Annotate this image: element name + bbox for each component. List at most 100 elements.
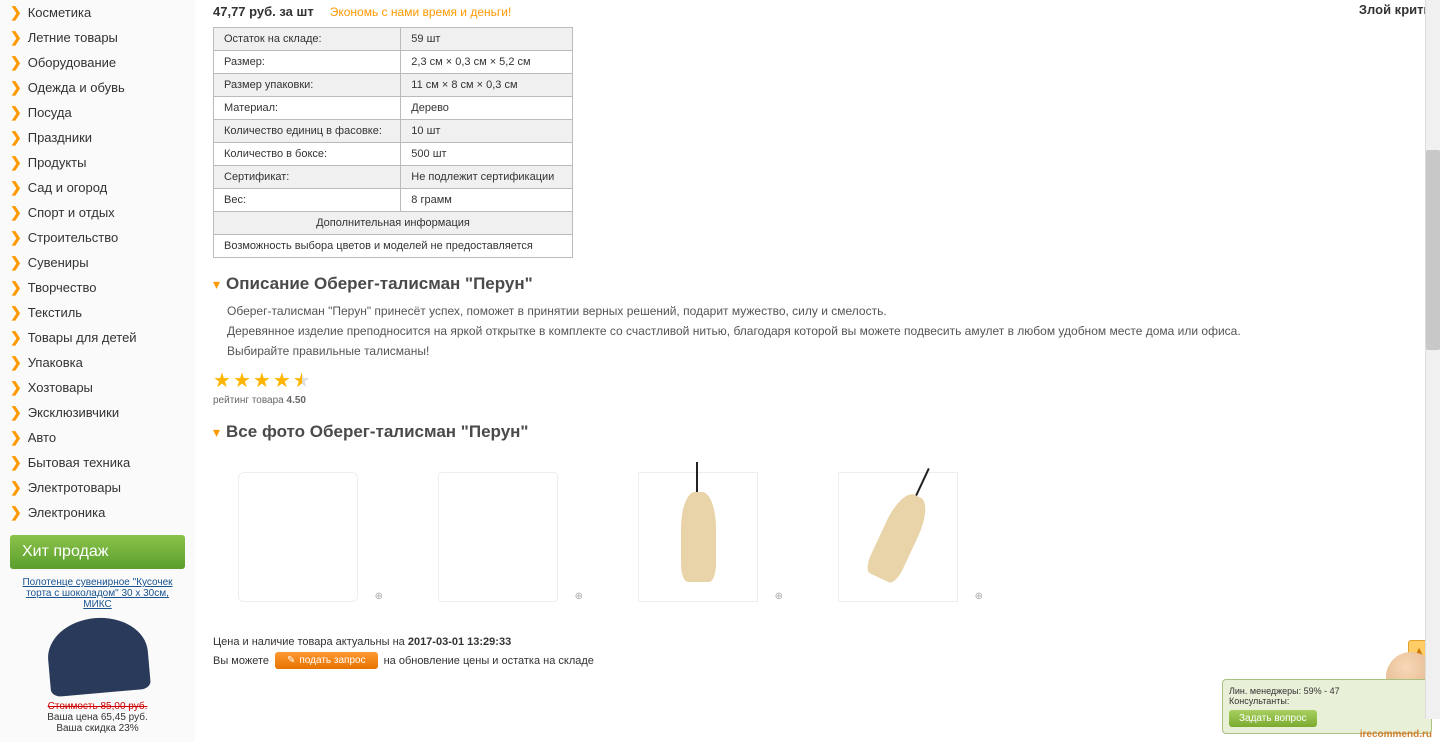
- product-photo[interactable]: ⊕: [833, 462, 963, 612]
- arrow-icon: ❯: [10, 404, 22, 421]
- rating-stars[interactable]: ★ ★ ★ ★ ★: [213, 368, 1422, 393]
- submit-request-button[interactable]: ✎ подать запрос: [275, 652, 378, 669]
- description: Оберег-талисман "Перун" принесёт успех, …: [213, 304, 1422, 358]
- photos-header: Все фото Оберег-талисман "Перун": [226, 422, 528, 442]
- sidebar-item[interactable]: ❯Строительство: [10, 225, 185, 250]
- sidebar-item[interactable]: ❯Продукты: [10, 150, 185, 175]
- sidebar-item[interactable]: ❯Бытовая техника: [10, 450, 185, 475]
- sidebar-item-label: Сад и огород: [28, 180, 108, 195]
- star-icon: ★: [273, 368, 291, 393]
- sidebar-item-label: Творчество: [28, 280, 97, 295]
- sidebar-item[interactable]: ❯Электроника: [10, 500, 185, 525]
- sidebar-item[interactable]: ❯Хозтовары: [10, 375, 185, 400]
- sidebar-item[interactable]: ❯Праздники: [10, 125, 185, 150]
- rating-text: рейтинг товара 4.50: [213, 395, 1422, 406]
- request-row: Вы можете ✎ подать запрос на обновление …: [213, 652, 1422, 669]
- sidebar-item-label: Продукты: [28, 155, 87, 170]
- zoom-icon[interactable]: ⊕: [375, 591, 383, 602]
- sidebar-item-label: Хозтовары: [28, 380, 93, 395]
- sidebar-item-label: Электроника: [28, 505, 106, 520]
- arrow-icon: ❯: [10, 179, 22, 196]
- hit-discount: Ваша скидка 23%: [14, 723, 181, 734]
- sidebar-item[interactable]: ❯ Творчество: [10, 275, 185, 300]
- hit-product[interactable]: Полотенце сувенирное "Кусочек торта с шо…: [10, 569, 185, 742]
- main-content: 47,77 руб. за шт Экономь с нами время и …: [195, 0, 1440, 742]
- star-icon: ★: [253, 368, 271, 393]
- arrow-icon: ❯: [10, 4, 22, 21]
- sidebar-item-label: Праздники: [28, 130, 92, 145]
- photo-gallery: ⊕ ⊕ ⊕ ⊕: [213, 452, 1422, 622]
- spec-value: 11 см × 8 см × 0,3 см: [401, 74, 573, 97]
- arrow-icon: ❯: [10, 79, 22, 96]
- desc-paragraph: Оберег-талисман "Перун" принесёт успех, …: [227, 304, 1422, 318]
- spec-key: Количество единиц в фасовке:: [214, 120, 401, 143]
- product-photo[interactable]: ⊕: [433, 462, 563, 612]
- arrow-icon: ❯: [10, 429, 22, 446]
- watermark: irecommend.ru: [1360, 729, 1432, 740]
- spec-row: Остаток на складе:59 шт: [214, 28, 573, 51]
- sidebar-item-label: Сувениры: [28, 255, 89, 270]
- hit-old-price: Стоимость 85,00 руб.: [14, 701, 181, 712]
- sidebar-item[interactable]: ❯Авто: [10, 425, 185, 450]
- rating-block: ★ ★ ★ ★ ★ рейтинг товара 4.50: [213, 368, 1422, 406]
- sidebar-item[interactable]: ❯Косметика: [10, 0, 185, 25]
- hit-product-link[interactable]: Полотенце сувенирное "Кусочек торта с шо…: [22, 577, 172, 610]
- product-photo[interactable]: ⊕: [233, 462, 363, 612]
- slogan: Экономь с нами время и деньги!: [330, 5, 512, 19]
- star-half-icon: ★: [293, 368, 311, 393]
- sidebar-item[interactable]: ❯Товары для детей: [10, 325, 185, 350]
- zoom-icon[interactable]: ⊕: [775, 591, 783, 602]
- sidebar-item[interactable]: ❯Упаковка: [10, 350, 185, 375]
- spec-value: 59 шт: [401, 28, 573, 51]
- zoom-icon[interactable]: ⊕: [975, 591, 983, 602]
- sidebar-item[interactable]: ❯Эксклюзивчики: [10, 400, 185, 425]
- sidebar-item-label: Посуда: [28, 105, 72, 120]
- sidebar-item[interactable]: ❯ Сувениры: [10, 250, 185, 275]
- sidebar-item-label: Текстиль: [28, 305, 82, 320]
- zoom-icon[interactable]: ⊕: [575, 591, 583, 602]
- chevron-down-icon: ▾: [213, 276, 220, 293]
- sidebar-item-label: Оборудование: [28, 55, 116, 70]
- hit-sales-block: Хит продаж Полотенце сувенирное "Кусочек…: [10, 535, 185, 742]
- update-info: Цена и наличие товара актуальны на 2017-…: [213, 636, 1422, 648]
- arrow-icon: ❯: [10, 104, 22, 121]
- spec-extra-row: Возможность выбора цветов и моделей не п…: [214, 235, 573, 258]
- desc-paragraph: Выбирайте правильные талисманы!: [227, 344, 1422, 358]
- spec-row: Размер:2,3 см × 0,3 см × 5,2 см: [214, 51, 573, 74]
- spec-key: Размер:: [214, 51, 401, 74]
- spec-value: 10 шт: [401, 120, 573, 143]
- scrollbar-thumb[interactable]: [1426, 150, 1440, 350]
- chat-widget[interactable]: Лин. менеджеры: 59% - 47 Консультанты: З…: [1222, 679, 1432, 734]
- spec-row: Материал:Дерево: [214, 97, 573, 120]
- chevron-down-icon: ▾: [213, 424, 220, 441]
- sidebar-item-label: Упаковка: [28, 355, 83, 370]
- sidebar-item-label: Спорт и отдых: [28, 205, 115, 220]
- product-photo[interactable]: ⊕: [633, 462, 763, 612]
- sidebar-item[interactable]: ❯ Электротовары: [10, 475, 185, 500]
- sidebar-item[interactable]: ❯Летние товары: [10, 25, 185, 50]
- sidebar-item[interactable]: ❯ Одежда и обувь: [10, 75, 185, 100]
- spec-key: Вес:: [214, 189, 401, 212]
- arrow-icon: ❯: [10, 279, 22, 296]
- arrow-icon: ❯: [10, 29, 22, 46]
- arrow-icon: ❯: [10, 254, 22, 271]
- sidebar-item-label: Одежда и обувь: [28, 80, 125, 95]
- hit-new-price: Ваша цена 65,45 руб.: [14, 712, 181, 723]
- spec-row: Размер упаковки:11 см × 8 см × 0,3 см: [214, 74, 573, 97]
- sidebar-item[interactable]: ❯ Посуда: [10, 100, 185, 125]
- sidebar-item[interactable]: ❯Текстиль: [10, 300, 185, 325]
- sidebar-item[interactable]: ❯Оборудование: [10, 50, 185, 75]
- spec-key: Количество в боксе:: [214, 143, 401, 166]
- spec-row: Сертификат:Не подлежит сертификации: [214, 166, 573, 189]
- sidebar-item[interactable]: ❯ Сад и огород: [10, 175, 185, 200]
- spec-value: 8 грамм: [401, 189, 573, 212]
- scrollbar[interactable]: [1425, 0, 1440, 719]
- spec-value: Дерево: [401, 97, 573, 120]
- spec-value: 500 шт: [401, 143, 573, 166]
- sidebar-item[interactable]: ❯Спорт и отдых: [10, 200, 185, 225]
- arrow-icon: ❯: [10, 329, 22, 346]
- arrow-icon: ❯: [10, 479, 22, 496]
- star-icon: ★: [213, 368, 231, 393]
- product-price: 47,77 руб. за шт: [213, 4, 314, 19]
- sidebar-item-label: Электротовары: [28, 480, 121, 495]
